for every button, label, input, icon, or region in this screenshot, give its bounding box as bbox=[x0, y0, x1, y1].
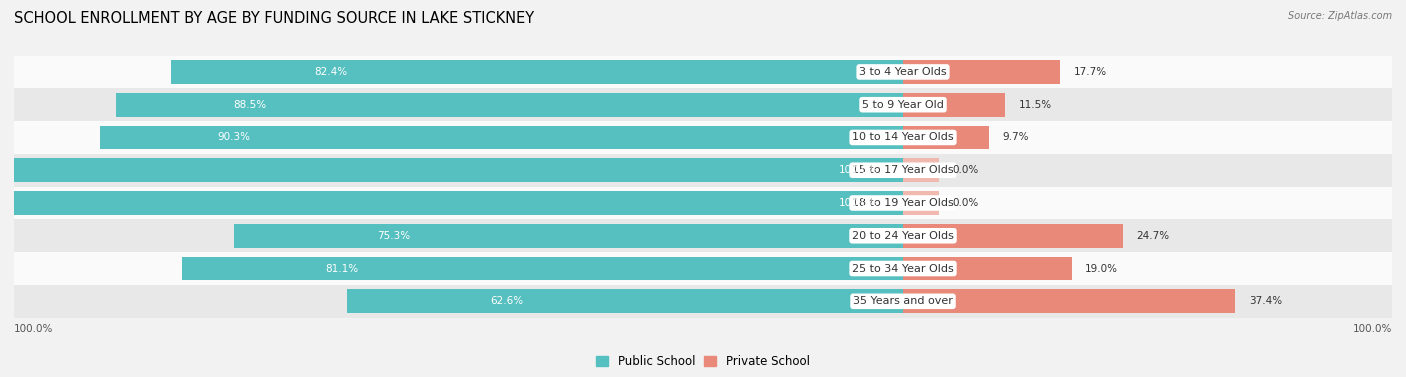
Text: 20 to 24 Year Olds: 20 to 24 Year Olds bbox=[852, 231, 953, 241]
Bar bbox=[14, 55, 1392, 88]
Text: 0.0%: 0.0% bbox=[952, 165, 979, 175]
Text: 90.3%: 90.3% bbox=[217, 132, 250, 143]
Bar bbox=[14, 191, 903, 215]
Text: 10 to 14 Year Olds: 10 to 14 Year Olds bbox=[852, 132, 953, 143]
Legend: Public School, Private School: Public School, Private School bbox=[596, 355, 810, 368]
Text: SCHOOL ENROLLMENT BY AGE BY FUNDING SOURCE IN LAKE STICKNEY: SCHOOL ENROLLMENT BY AGE BY FUNDING SOUR… bbox=[14, 11, 534, 26]
Text: 18 to 19 Year Olds: 18 to 19 Year Olds bbox=[852, 198, 953, 208]
Bar bbox=[14, 154, 1392, 187]
Text: 100.0%: 100.0% bbox=[839, 165, 879, 175]
Bar bbox=[14, 187, 1392, 219]
Bar bbox=[14, 285, 1392, 318]
Text: 15 to 17 Year Olds: 15 to 17 Year Olds bbox=[852, 165, 953, 175]
Text: Source: ZipAtlas.com: Source: ZipAtlas.com bbox=[1288, 11, 1392, 21]
Text: 82.4%: 82.4% bbox=[314, 67, 347, 77]
Text: 3 to 4 Year Olds: 3 to 4 Year Olds bbox=[859, 67, 946, 77]
Bar bbox=[903, 126, 990, 149]
Text: 35 Years and over: 35 Years and over bbox=[853, 296, 953, 306]
Bar bbox=[903, 158, 939, 182]
Text: 5 to 9 Year Old: 5 to 9 Year Old bbox=[862, 100, 943, 110]
Bar bbox=[233, 224, 903, 248]
Bar bbox=[903, 60, 1060, 84]
Bar bbox=[100, 126, 903, 149]
Text: 11.5%: 11.5% bbox=[1018, 100, 1052, 110]
Text: 0.0%: 0.0% bbox=[952, 198, 979, 208]
Bar bbox=[903, 257, 1071, 280]
Bar bbox=[903, 224, 1122, 248]
Text: 37.4%: 37.4% bbox=[1249, 296, 1282, 306]
Text: 100.0%: 100.0% bbox=[1353, 324, 1392, 334]
Bar bbox=[170, 60, 903, 84]
Bar bbox=[903, 93, 1005, 116]
Text: 19.0%: 19.0% bbox=[1085, 264, 1118, 274]
Bar bbox=[117, 93, 903, 116]
Text: 17.7%: 17.7% bbox=[1074, 67, 1107, 77]
Text: 100.0%: 100.0% bbox=[14, 324, 53, 334]
Text: 100.0%: 100.0% bbox=[839, 198, 879, 208]
Bar bbox=[346, 290, 903, 313]
Text: 24.7%: 24.7% bbox=[1136, 231, 1168, 241]
Text: 9.7%: 9.7% bbox=[1002, 132, 1029, 143]
Text: 75.3%: 75.3% bbox=[377, 231, 411, 241]
Bar bbox=[14, 158, 903, 182]
Text: 25 to 34 Year Olds: 25 to 34 Year Olds bbox=[852, 264, 953, 274]
Text: 88.5%: 88.5% bbox=[233, 100, 266, 110]
Bar bbox=[14, 121, 1392, 154]
Text: 62.6%: 62.6% bbox=[489, 296, 523, 306]
Bar bbox=[14, 252, 1392, 285]
Bar bbox=[903, 191, 939, 215]
Bar bbox=[14, 219, 1392, 252]
Text: 81.1%: 81.1% bbox=[326, 264, 359, 274]
Bar bbox=[181, 257, 903, 280]
Bar bbox=[903, 290, 1236, 313]
Bar bbox=[14, 88, 1392, 121]
